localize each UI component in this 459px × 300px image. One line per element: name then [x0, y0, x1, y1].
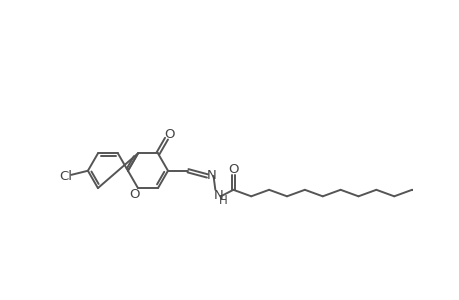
Text: O: O	[129, 188, 140, 201]
Text: O: O	[163, 128, 174, 140]
Text: Cl: Cl	[59, 170, 72, 183]
Text: N: N	[213, 190, 223, 202]
Text: O: O	[228, 163, 238, 176]
Text: H: H	[218, 194, 227, 207]
Text: N: N	[207, 169, 216, 182]
